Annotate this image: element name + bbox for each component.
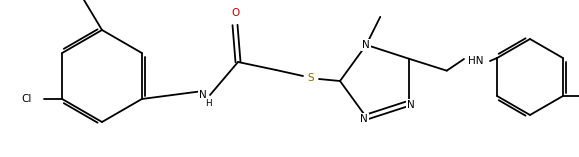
Text: N: N [199, 90, 207, 100]
Text: N: N [362, 40, 370, 50]
Text: N: N [407, 100, 415, 110]
Text: H: H [205, 100, 211, 108]
Text: HN: HN [468, 56, 483, 66]
Text: N: N [360, 114, 368, 124]
Text: Cl: Cl [22, 94, 32, 104]
Text: O: O [231, 8, 239, 18]
Text: S: S [307, 73, 314, 83]
